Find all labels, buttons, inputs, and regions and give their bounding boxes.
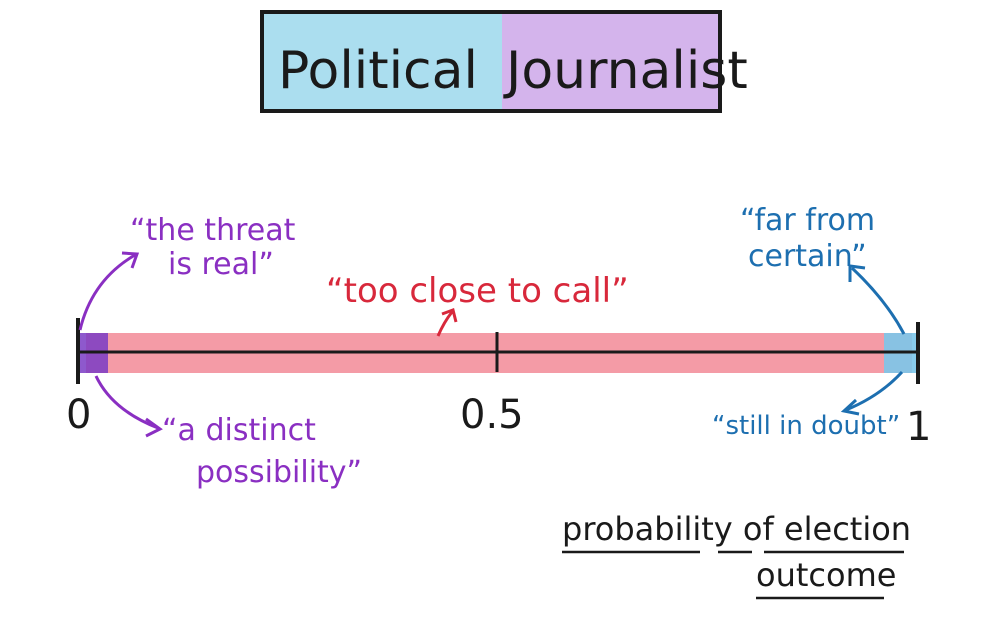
caption-line1: probability of election (562, 510, 911, 548)
annotation-far-from-line1: “far from (740, 203, 875, 238)
title-box: Political Journalist (260, 10, 748, 113)
arrowhead-still-in-doubt (840, 398, 860, 416)
annotation-too-close: “too close to call” (326, 271, 629, 311)
annotation-far-from-line2: certain” (748, 239, 867, 274)
axis-label-0: 0 (66, 392, 91, 438)
arrowhead-too-close (441, 308, 458, 323)
number-line (76, 318, 920, 384)
axis-label-1: 1 (906, 404, 931, 450)
arrowhead-far-from (848, 264, 866, 282)
arrow-to-still-in-doubt (845, 370, 904, 412)
title-border (260, 10, 722, 113)
arrow-to-threat (78, 253, 136, 331)
annotation-threat-line1: “the threat (130, 213, 296, 248)
arrow-to-far-from (850, 266, 906, 335)
caption-line2: outcome (756, 556, 896, 594)
arrow-to-too-close (436, 311, 454, 337)
annotation-distinct-line1: “a distinct (162, 413, 316, 448)
annotation-distinct-line2: possibility” (196, 455, 362, 490)
title-word-political: Political (278, 41, 478, 101)
arrowhead-distinct (145, 417, 163, 438)
arrow-to-distinct (94, 375, 159, 430)
axis-label-0-5: 0.5 (460, 392, 524, 438)
title-word-journalist: Journalist (503, 41, 748, 101)
title-fill-right (502, 12, 720, 111)
annotation-threat-line2: is real” (168, 247, 274, 282)
annotation-still-in-doubt: “still in doubt” (712, 411, 900, 441)
arrowhead-threat (121, 251, 140, 269)
title-fill-left (262, 12, 502, 111)
